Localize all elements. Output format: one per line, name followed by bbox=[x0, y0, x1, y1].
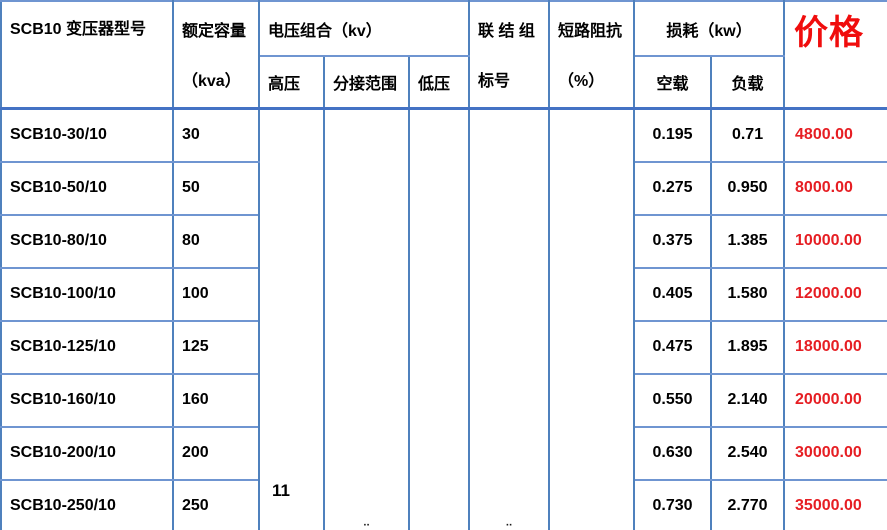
cell-model: SCB10-50/10 bbox=[0, 160, 174, 216]
connection-header-line2: 标号 bbox=[478, 73, 511, 90]
cell-no-load: 0.730 bbox=[633, 478, 713, 530]
column-header-no-load: 空载 bbox=[633, 55, 713, 111]
cell-no-load: 0.375 bbox=[633, 213, 713, 269]
cell-no-load: 0.630 bbox=[633, 425, 713, 481]
cell-model: SCB10-250/10 bbox=[0, 478, 174, 530]
column-header-connection-group: 联 结 组 标号 bbox=[468, 0, 551, 110]
cell-model: SCB10-80/10 bbox=[0, 213, 174, 269]
table-row: SCB10-30/10 30 11 ¨ ¨ 0.195 0.71 4800.00 bbox=[0, 107, 887, 530]
cell-load: 1.895 bbox=[710, 319, 786, 375]
column-header-price: 价格 bbox=[783, 0, 887, 110]
table-row: SCB10-50/10 50 0.275 0.950 8000.00 bbox=[0, 160, 887, 216]
column-header-load: 负载 bbox=[710, 55, 786, 111]
column-header-low-voltage: 低压 bbox=[407, 55, 471, 111]
cell-no-load: 0.405 bbox=[633, 266, 713, 322]
cell-price: 12000.00 bbox=[783, 266, 887, 322]
cell-load: 1.580 bbox=[710, 266, 786, 322]
cell-price: 8000.00 bbox=[783, 160, 887, 216]
column-header-loss-group: 损耗（kw） bbox=[633, 0, 786, 58]
cell-price: 30000.00 bbox=[783, 425, 887, 481]
cell-load: 2.770 bbox=[710, 478, 786, 530]
header-row-1: SCB10 变压器型号 额定容量 （kva） 电压组合（kv） 联 结 组 标号… bbox=[0, 0, 887, 110]
table-row: SCB10-125/10 125 0.475 1.895 18000.00 bbox=[0, 319, 887, 375]
cell-capacity: 30 bbox=[172, 107, 260, 163]
table-row: SCB10-80/10 80 0.375 1.385 10000.00 bbox=[0, 213, 887, 269]
cell-price: 20000.00 bbox=[783, 372, 887, 428]
cell-load: 2.540 bbox=[710, 425, 786, 481]
cell-no-load: 0.195 bbox=[633, 107, 713, 163]
cell-load: 1.385 bbox=[710, 213, 786, 269]
cell-impedance-merged bbox=[548, 107, 636, 530]
cell-capacity: 125 bbox=[172, 319, 260, 375]
cell-high-voltage-merged: 11 bbox=[258, 107, 325, 530]
cell-no-load: 0.475 bbox=[633, 319, 713, 375]
connection-header-line1: 联 结 组 bbox=[478, 23, 535, 40]
cell-capacity: 50 bbox=[172, 160, 260, 216]
header-row-2: 高压 分接范围 低压 空载 负载 bbox=[1, 55, 887, 111]
column-header-voltage-group: 电压组合（kv） bbox=[257, 0, 471, 58]
cell-tap-range-merged: ¨ bbox=[323, 107, 410, 530]
cell-price: 10000.00 bbox=[783, 213, 887, 269]
cell-capacity: 200 bbox=[172, 425, 260, 481]
column-header-tap-range: 分接范围 bbox=[323, 55, 410, 111]
cell-load: 0.71 bbox=[710, 107, 786, 163]
cell-model: SCB10-100/10 bbox=[0, 266, 174, 322]
impedance-header-line1: 短路阻抗 bbox=[558, 23, 623, 40]
capacity-header-line1: 额定容量 bbox=[182, 23, 247, 40]
tap-range-clipped-text: ¨ bbox=[364, 521, 369, 530]
cell-model: SCB10-30/10 bbox=[0, 107, 174, 163]
cell-price: 4800.00 bbox=[783, 107, 887, 163]
cell-capacity: 160 bbox=[172, 372, 260, 428]
column-header-impedance: 短路阻抗 （%） bbox=[548, 0, 636, 110]
cell-capacity: 100 bbox=[172, 266, 260, 322]
column-header-high-voltage: 高压 bbox=[258, 55, 325, 111]
table-row: SCB10-200/10 200 0.630 2.540 30000.00 bbox=[0, 425, 887, 481]
cell-model: SCB10-160/10 bbox=[0, 372, 174, 428]
capacity-header-line2: （kva） bbox=[182, 73, 241, 90]
table-row: SCB10-100/10 100 0.405 1.580 12000.00 bbox=[0, 266, 887, 322]
cell-capacity: 80 bbox=[172, 213, 260, 269]
cell-price: 18000.00 bbox=[783, 319, 887, 375]
table-row: SCB10-250/10 250 0.730 2.770 35000.00 bbox=[0, 478, 887, 530]
impedance-header-line2: （%） bbox=[558, 73, 605, 90]
cell-capacity: 250 bbox=[172, 478, 260, 530]
cell-no-load: 0.275 bbox=[633, 160, 713, 216]
high-voltage-value: 11 bbox=[272, 481, 290, 500]
table-row: SCB10-160/10 160 0.550 2.140 20000.00 bbox=[0, 372, 887, 428]
cell-connection-merged: ¨ bbox=[468, 107, 551, 530]
cell-load: 0.950 bbox=[710, 160, 786, 216]
column-header-model: SCB10 变压器型号 bbox=[0, 0, 174, 110]
cell-price: 35000.00 bbox=[783, 478, 887, 530]
column-header-capacity: 额定容量 （kva） bbox=[172, 0, 260, 110]
cell-model: SCB10-200/10 bbox=[0, 425, 174, 481]
cell-low-voltage-merged bbox=[407, 107, 471, 530]
connection-clipped-text: ¨ bbox=[506, 521, 512, 530]
cell-no-load: 0.550 bbox=[633, 372, 713, 428]
cell-model: SCB10-125/10 bbox=[0, 319, 174, 375]
cell-load: 2.140 bbox=[710, 372, 786, 428]
